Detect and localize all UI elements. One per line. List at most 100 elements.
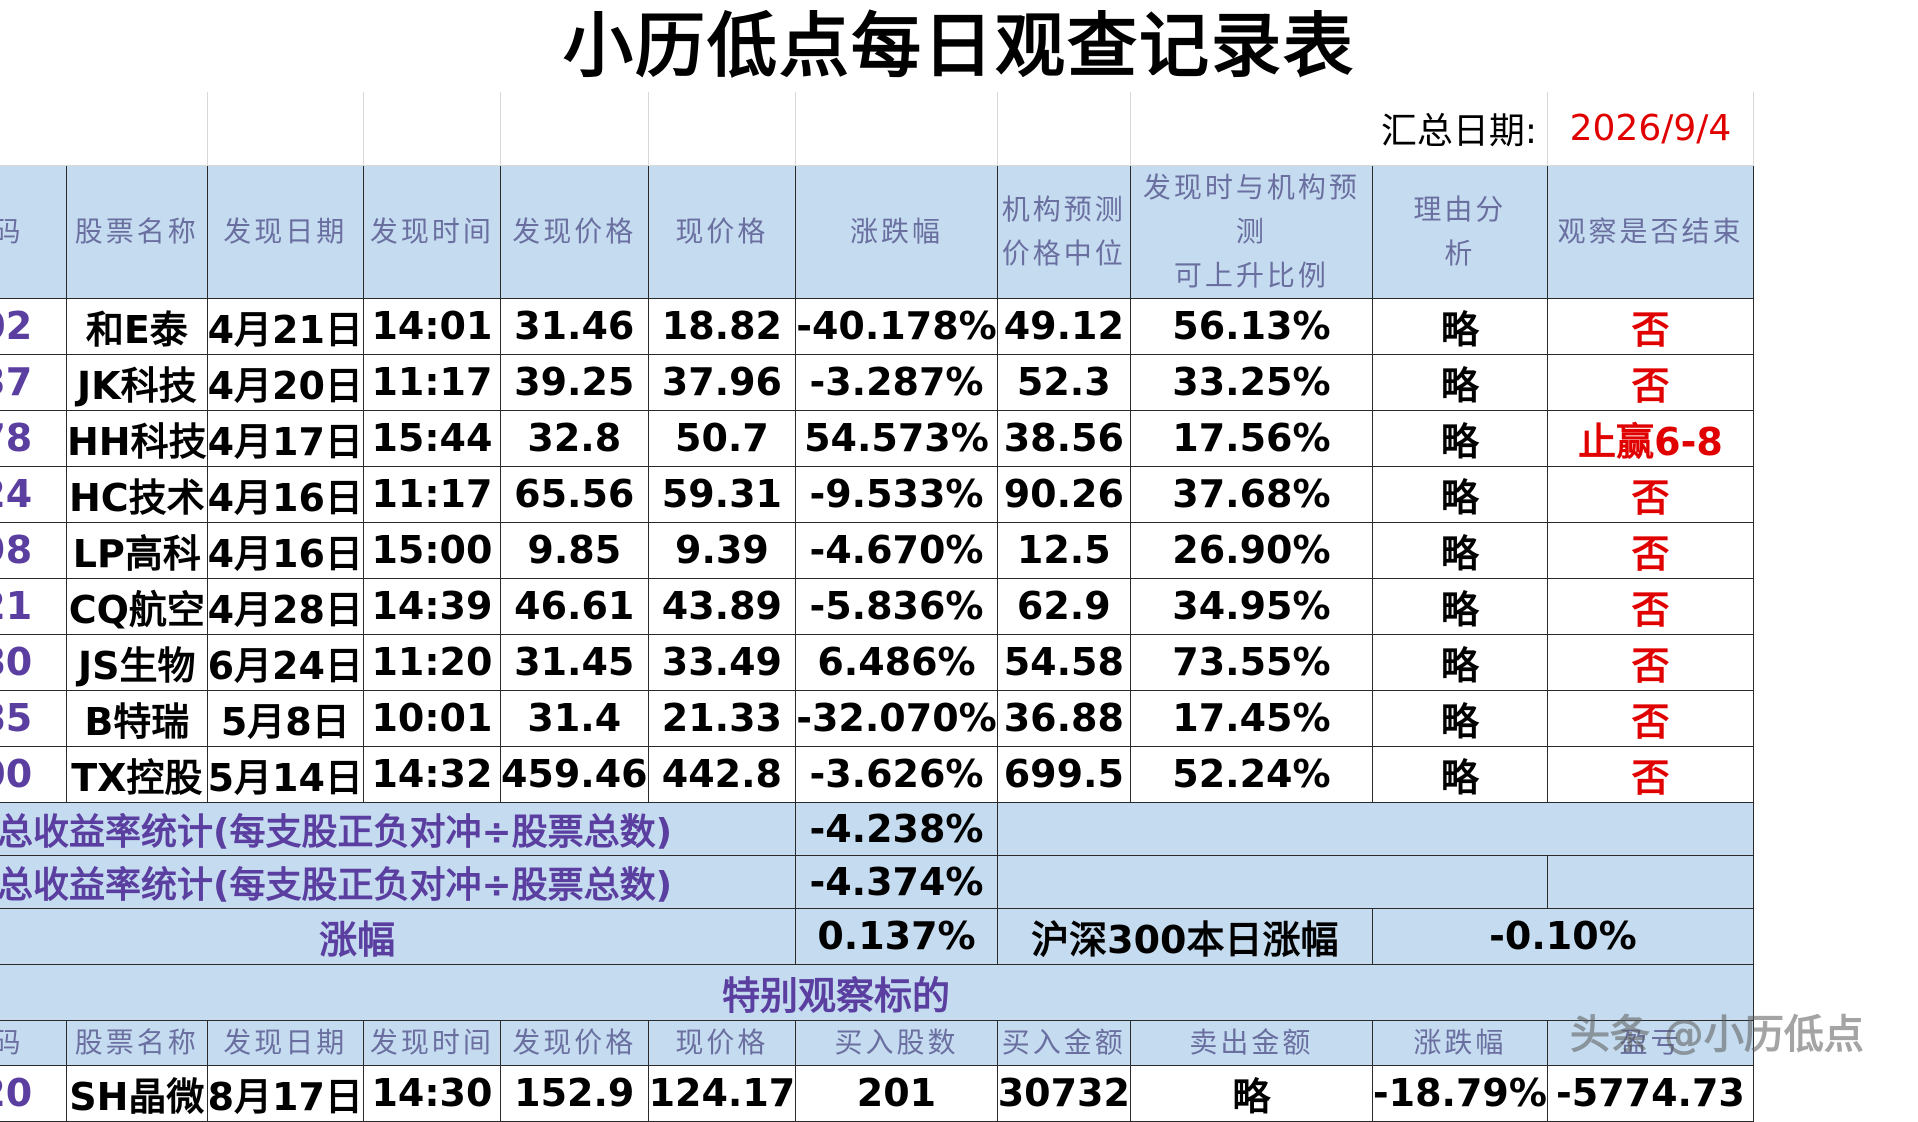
change-percent: -4.670% <box>795 521 998 579</box>
special-find-price: 152.9 <box>499 1064 649 1122</box>
discover-date: 4月28日 <box>206 577 364 635</box>
discover-price: 46.61 <box>499 577 649 635</box>
discover-time: 15:44 <box>362 409 501 467</box>
special-header-cur-price: 现价格 <box>647 1019 797 1066</box>
special-header-date: 发现日期 <box>206 1019 364 1066</box>
special-header-buy-amount: 买入金额 <box>996 1019 1131 1066</box>
change-percent: -3.287% <box>795 353 998 411</box>
upside-percent: 37.68% <box>1129 465 1373 523</box>
current-price: 18.82 <box>647 297 797 355</box>
table-row: 180JS生物6月24日11:2031.4533.496.486%54.5873… <box>0 633 1754 691</box>
reason: 略 <box>1371 353 1548 411</box>
table-row: 378HH科技4月17日15:4432.850.754.573%38.5617.… <box>0 409 1754 467</box>
current-price: 33.49 <box>647 633 797 691</box>
current-price: 21.33 <box>647 689 797 747</box>
upside-percent: 52.24% <box>1129 745 1373 803</box>
stock-code: 021 <box>0 577 67 635</box>
discover-date: 4月16日 <box>206 521 364 579</box>
discover-time: 15:00 <box>362 521 501 579</box>
discover-time: 11:17 <box>362 353 501 411</box>
header-upside-line1: 发现时与机构预测 <box>1142 170 1360 248</box>
observation-ended: 否 <box>1546 745 1754 803</box>
target-price: 36.88 <box>996 689 1131 747</box>
discover-date: 5月14日 <box>206 745 364 803</box>
header-target: 机构预测 价格中位 <box>996 164 1131 299</box>
special-buy-amount: 30732 <box>996 1064 1131 1122</box>
watermark: 头条 @小历低点 <box>1570 1012 1864 1058</box>
change-percent: -3.626% <box>795 745 998 803</box>
observation-ended: 否 <box>1546 689 1754 747</box>
summary-date-row: 汇总日期: 2026/9/4 <box>0 92 1754 166</box>
special-sell-amount: 略 <box>1129 1064 1373 1122</box>
today-return-value: -4.238% <box>795 801 998 856</box>
discover-price: 9.85 <box>499 521 649 579</box>
stock-code: 337 <box>0 353 67 411</box>
header-code: 代码 <box>0 164 67 299</box>
reason: 略 <box>1371 409 1548 467</box>
special-name: SH晶微 <box>66 1064 208 1122</box>
header-upside: 发现时与机构预测可上升比例 <box>1129 164 1373 299</box>
special-header-name: 股票名称 <box>66 1019 208 1066</box>
reason: 略 <box>1371 633 1548 691</box>
table-row: 998LP高科4月16日15:009.859.39-4.670%12.526.9… <box>0 521 1754 579</box>
gain-value: 0.137% <box>795 907 998 965</box>
target-price: 90.26 <box>996 465 1131 523</box>
special-cur-price: 124.17 <box>647 1064 797 1122</box>
index-value: -0.10% <box>1371 907 1754 965</box>
change-percent: -9.533% <box>795 465 998 523</box>
special-shares: 201 <box>795 1064 998 1122</box>
discover-price: 39.25 <box>499 353 649 411</box>
reason: 略 <box>1371 521 1548 579</box>
upside-percent: 33.25% <box>1129 353 1373 411</box>
stock-name: 和E泰 <box>66 297 208 355</box>
discover-price: 32.8 <box>499 409 649 467</box>
discover-date: 5月8日 <box>206 689 364 747</box>
header-target-line2: 价格中位 <box>1001 236 1126 270</box>
change-percent: -5.836% <box>795 577 998 635</box>
special-header-sell-amount: 卖出金额 <box>1129 1019 1373 1066</box>
discover-date: 6月24日 <box>206 633 364 691</box>
target-price: 38.56 <box>996 409 1131 467</box>
current-price: 9.39 <box>647 521 797 579</box>
special-date: 8月17日 <box>206 1064 364 1122</box>
reason: 略 <box>1371 745 1548 803</box>
table-row: 021CQ航空4月28日14:3946.6143.89-5.836%62.934… <box>0 577 1754 635</box>
stock-name: HC技术 <box>66 465 208 523</box>
header-reason: 理由分析 <box>1371 164 1548 299</box>
upside-percent: 56.13% <box>1129 297 1373 355</box>
stock-code: 378 <box>0 409 67 467</box>
discover-time: 11:20 <box>362 633 501 691</box>
change-percent: 54.573% <box>795 409 998 467</box>
special-title-row: 特别观察标的 <box>0 963 1754 1021</box>
header-reason-line1: 理由分 <box>1413 192 1507 226</box>
discover-price: 31.4 <box>499 689 649 747</box>
header-upside-line2: 可上升比例 <box>1173 258 1329 292</box>
special-pnl: -5774.73 <box>1546 1064 1754 1122</box>
special-header-row: 代码 股票名称 发现日期 发现时间 发现价格 现价格 买入股数 买入金额 卖出金… <box>0 1019 1754 1066</box>
observation-ended: 否 <box>1546 465 1754 523</box>
index-label: 沪深300本日涨幅 <box>996 907 1373 965</box>
change-percent: -40.178% <box>795 297 998 355</box>
stock-rows: 402和E泰4月21日14:0131.4618.82-40.178%49.125… <box>0 297 1754 803</box>
discover-time: 11:17 <box>362 465 501 523</box>
discover-price: 459.46 <box>499 745 649 803</box>
observation-ended: 否 <box>1546 297 1754 355</box>
discover-time: 10:01 <box>362 689 501 747</box>
header-time: 发现时间 <box>362 164 501 299</box>
stock-code: 998 <box>0 521 67 579</box>
header-name: 股票名称 <box>66 164 208 299</box>
special-code: 820 <box>0 1064 67 1122</box>
stock-code: 185 <box>0 689 67 747</box>
record-table: 汇总日期: 2026/9/4 代码 股票名称 发现日期 发现时间 发现价格 现价… <box>0 92 1754 1122</box>
header-change: 涨跌幅 <box>795 164 998 299</box>
target-price: 52.3 <box>996 353 1131 411</box>
table-row: 402和E泰4月21日14:0131.4618.82-40.178%49.125… <box>0 297 1754 355</box>
special-header-find-price: 发现价格 <box>499 1019 649 1066</box>
stock-name: CQ航空 <box>66 577 208 635</box>
stock-name: JS生物 <box>66 633 208 691</box>
special-header-change: 涨跌幅 <box>1371 1019 1548 1066</box>
target-price: 12.5 <box>996 521 1131 579</box>
current-price: 50.7 <box>647 409 797 467</box>
stock-name: HH科技 <box>66 409 208 467</box>
stock-name: JK科技 <box>66 353 208 411</box>
